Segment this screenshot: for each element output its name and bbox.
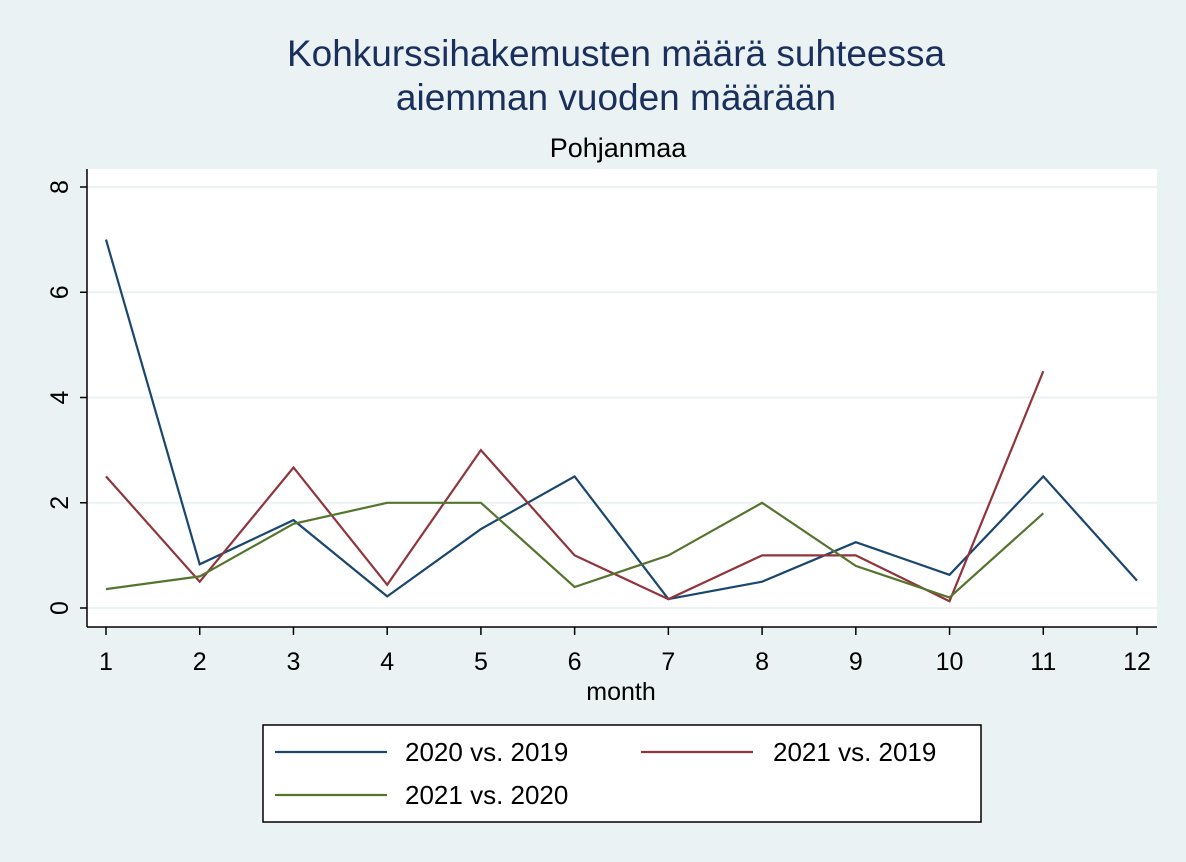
y-tick-label: 2 [46, 496, 74, 510]
y-tick-label: 4 [46, 390, 74, 404]
chart-subtitle: Pohjanmaa [550, 133, 688, 163]
x-tick-label: 6 [568, 648, 582, 676]
chart-title-line-1: Kohkurssihakemusten määrä suhteessa [287, 33, 946, 74]
x-axis-label: month [586, 678, 655, 706]
legend: 2020 vs. 2019 2021 vs. 2019 2021 vs. 2020 [275, 737, 936, 810]
series-lines [104, 239, 1138, 603]
y-tick-label: 6 [46, 285, 74, 299]
legend-box [262, 724, 982, 823]
x-tick-label: 8 [755, 648, 769, 676]
y-tick-label: 0 [46, 601, 74, 615]
x-tick-label: 11 [1030, 648, 1056, 676]
series-line-1 [104, 239, 1138, 601]
chart-title-line-2: aiemman vuoden määrään [396, 77, 836, 118]
legend-label-2: 2021 vs. 2019 [773, 737, 936, 767]
series-line-3 [105, 501, 1045, 599]
x-tick-label: 4 [380, 648, 394, 676]
legend-label-3: 2021 vs. 2020 [405, 780, 568, 810]
axes [80, 169, 1157, 635]
x-tick-label: 12 [1123, 648, 1151, 676]
x-tick-label: 1 [99, 648, 113, 676]
y-tick-label: 8 [46, 180, 74, 194]
x-tick-label: 5 [474, 648, 488, 676]
x-tick-label: 9 [849, 648, 863, 676]
series-line-2 [105, 370, 1045, 603]
x-tick-label: 7 [661, 648, 675, 676]
x-tick-label: 3 [287, 648, 301, 676]
x-tick-label: 10 [936, 648, 964, 676]
gridlines [87, 186, 1157, 609]
legend-label-1: 2020 vs. 2019 [405, 737, 568, 767]
x-tick-label: 2 [193, 648, 207, 676]
